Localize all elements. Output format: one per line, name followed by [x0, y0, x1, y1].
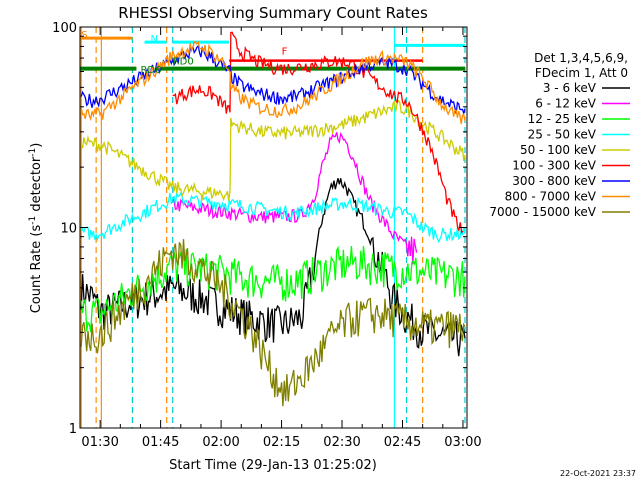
x-axis-label: Start Time (29-Jan-13 01:25:02)	[169, 458, 377, 473]
legend-header-line: FDecim 1, Att 0	[535, 66, 628, 80]
y-tick-label: 100	[52, 21, 77, 36]
y-axis-label-part: -1	[28, 216, 38, 225]
series-line-8	[80, 239, 466, 407]
legend-label: 7000 - 15000 keV	[489, 205, 596, 219]
legend-label: 100 - 300 keV	[512, 159, 596, 173]
y-tick-label: 1	[69, 422, 77, 437]
series-gap-8	[103, 27, 172, 428]
series-line-1	[172, 131, 418, 265]
y-tick-labels: 1 10 100	[52, 21, 77, 437]
chart-title: RHESSI Observing Summary Count Rates	[118, 4, 428, 22]
y-axis-label: Count Rate (s-1 detector-1)	[28, 143, 44, 314]
y-axis-label-part: )	[29, 143, 44, 148]
series-line-7	[80, 40, 466, 125]
annotation-2: RD0	[173, 57, 194, 68]
legend-label: 300 - 800 keV	[512, 174, 596, 188]
series-line-3	[80, 191, 466, 244]
series-line-5	[172, 31, 464, 234]
legend-label: 25 - 50 keV	[528, 128, 597, 142]
x-tick-label: 01:45	[142, 435, 179, 450]
annotation-3: RD6	[140, 65, 161, 76]
legend: Det 1,3,4,5,6,9,FDecim 1, Att 03 - 6 keV…	[489, 51, 630, 219]
x-tick-label: 02:15	[263, 435, 300, 450]
y-axis-label-part: detector	[29, 156, 44, 216]
legend-label: 3 - 6 keV	[543, 81, 597, 95]
legend-header-line: Det 1,3,4,5,6,9,	[534, 51, 628, 65]
x-tick-label: 02:30	[323, 435, 360, 450]
annotation-0: S	[81, 30, 87, 41]
x-tick-label: 02:45	[384, 435, 421, 450]
x-tick-label: 03:00	[444, 435, 481, 450]
annotation-4: F	[282, 46, 288, 57]
legend-label: 6 - 12 keV	[535, 97, 597, 111]
series-line-6	[80, 44, 466, 116]
timestamp: 22-Oct-2021 23:37	[560, 469, 636, 478]
legend-label: 50 - 100 keV	[520, 143, 597, 157]
x-tick-label: 02:00	[202, 435, 239, 450]
annotation-1: N	[151, 34, 158, 45]
x-tick-label: 01:30	[81, 435, 118, 450]
y-axis-label-part: Count Rate (s	[29, 225, 44, 314]
y-axis-label-part: -1	[28, 148, 38, 157]
legend-label: 800 - 7000 keV	[505, 190, 597, 204]
series-line-4	[80, 99, 466, 202]
y-tick-label: 10	[60, 222, 77, 237]
x-tick-labels: 01:30 01:45 02:00 02:15 02:30 02:45 03:00	[81, 435, 481, 450]
legend-label: 12 - 25 keV	[528, 112, 597, 126]
